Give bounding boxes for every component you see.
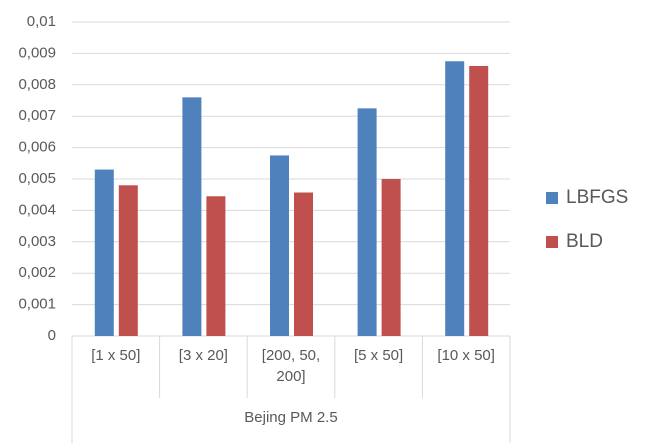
x-tick-label: [3 x 20] — [178, 347, 228, 364]
y-tick-label: 0,005 — [18, 170, 56, 187]
bar — [118, 185, 138, 336]
legend-label: LBFGS — [566, 187, 628, 208]
bar — [182, 97, 202, 336]
x-tick-label: [200, 50, 200] — [261, 347, 321, 385]
bar — [381, 179, 401, 336]
x-tick-label: [10 x 50] — [437, 347, 495, 364]
legend-swatch — [546, 192, 558, 204]
y-tick-label: 0,004 — [18, 201, 56, 218]
bar — [294, 192, 313, 336]
y-tick-label: 0,01 — [27, 13, 56, 30]
group-label: Bejing PM 2.5 — [244, 409, 337, 426]
y-tick-label: 0,001 — [18, 296, 56, 313]
y-tick-label: 0 — [48, 327, 56, 344]
bar — [270, 155, 289, 336]
y-tick-label: 0,002 — [18, 264, 56, 281]
y-tick-label: 0,008 — [18, 76, 56, 93]
x-tick-label: [5 x 50] — [353, 347, 404, 364]
legend-label: BLD — [566, 231, 603, 252]
y-tick-label: 0,009 — [18, 44, 56, 61]
y-tick-label: 0,007 — [18, 107, 56, 124]
bar — [94, 169, 114, 336]
x-tick-label: [1 x 50] — [91, 347, 141, 364]
bar — [357, 108, 377, 336]
bar — [445, 61, 465, 336]
bar — [206, 196, 226, 336]
y-tick-label: 0,003 — [18, 233, 56, 250]
y-tick-label: 0,006 — [18, 139, 56, 156]
legend-swatch — [546, 236, 558, 248]
bar — [469, 65, 489, 337]
